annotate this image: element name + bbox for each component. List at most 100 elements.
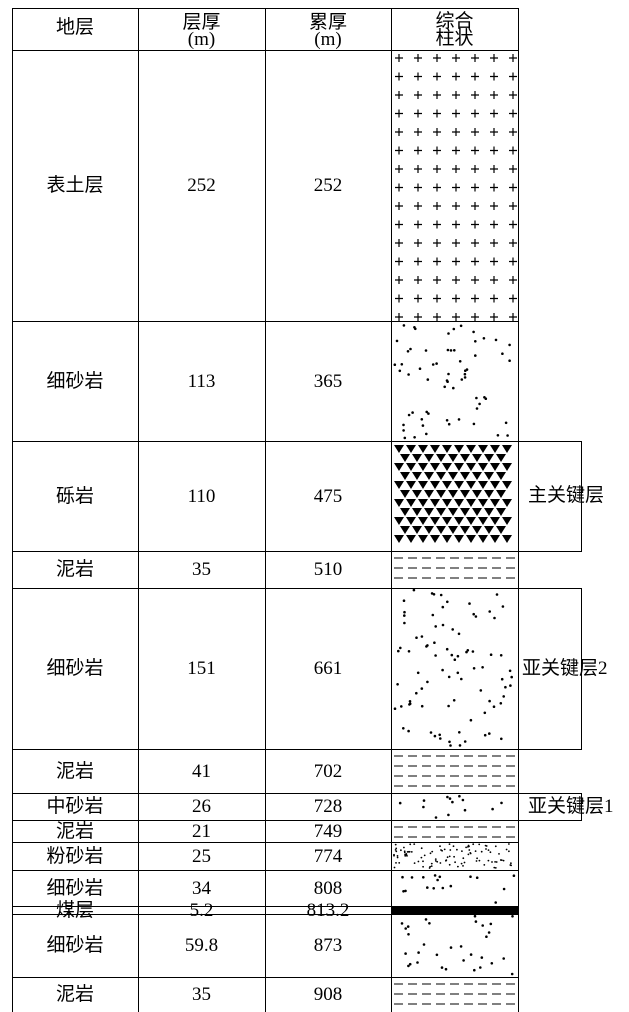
sand-dot	[475, 876, 479, 879]
sand-dot	[456, 671, 460, 675]
column-divider	[138, 8, 139, 1012]
cross-symbol	[452, 294, 460, 303]
sand-dot	[426, 378, 430, 381]
cross-symbol	[433, 165, 441, 173]
sand-dot	[429, 731, 433, 734]
sand-dot	[452, 386, 455, 390]
sand-dot	[446, 348, 450, 352]
cross-symbol	[509, 109, 517, 118]
sand-dot	[488, 699, 491, 703]
sand-dot	[496, 434, 500, 437]
cross-symbol	[395, 257, 403, 266]
layer-cumulative: 808	[313, 877, 343, 899]
sand-dot	[448, 855, 451, 858]
sand-dot	[422, 876, 425, 879]
conglomerate-triangle	[478, 463, 488, 471]
cross-symbol	[433, 294, 441, 303]
cross-symbol	[395, 128, 403, 136]
sand-dot	[472, 667, 476, 670]
sand-dot	[476, 857, 478, 860]
conglomerate-triangle	[406, 535, 416, 543]
sand-dot	[469, 953, 473, 956]
layer-cumulative: 774	[313, 845, 343, 867]
column-divider	[518, 8, 519, 1012]
sand-dot	[469, 852, 472, 855]
sand-dot	[462, 857, 465, 860]
sand-dot	[459, 324, 463, 328]
row-divider	[12, 842, 519, 843]
sand-dot	[447, 704, 450, 708]
conglomerate-triangle	[430, 481, 440, 489]
sand-dot	[483, 733, 487, 737]
cross-symbol	[471, 146, 479, 155]
cross-symbol	[395, 165, 403, 173]
sand-dot	[491, 861, 493, 863]
sand-dot	[403, 851, 406, 854]
sand-dot	[479, 689, 483, 692]
sand-dot	[493, 866, 496, 869]
sand-dot	[408, 962, 412, 966]
row-divider	[12, 551, 519, 552]
layer-cumulative: 475	[313, 485, 343, 507]
conglomerate-triangle	[502, 517, 512, 525]
cross-symbol	[490, 257, 498, 266]
cross-symbol	[509, 276, 517, 284]
sand-dot	[433, 874, 437, 877]
sand-dot	[425, 410, 429, 414]
sand-dot	[456, 848, 458, 851]
table-top-border	[12, 8, 519, 9]
sand-dot	[422, 805, 425, 809]
conglomerate-triangle	[460, 490, 470, 498]
conglomerate-triangle	[466, 463, 476, 471]
sand-dot	[433, 734, 437, 738]
layer-cumulative: 252	[313, 175, 343, 196]
sand-dot	[420, 704, 424, 708]
conglomerate-triangle	[406, 499, 416, 507]
conglomerate-triangle	[424, 508, 434, 516]
sand-dot	[443, 385, 447, 389]
cross-symbol	[433, 128, 441, 136]
cross-symbol	[395, 294, 403, 303]
cross-symbol	[414, 183, 422, 192]
sand-dot	[393, 363, 397, 367]
sand-dot	[428, 922, 431, 925]
conglomerate-triangle	[424, 490, 434, 498]
sand-dot	[418, 367, 422, 371]
sand-dot	[441, 623, 445, 627]
sand-dot	[413, 436, 416, 439]
sand-dot	[452, 327, 456, 331]
sand-dot	[489, 922, 493, 926]
conglomerate-triangle	[484, 472, 494, 480]
sand-dot	[461, 798, 465, 802]
conglomerate-triangle	[448, 490, 458, 498]
sand-dot	[432, 887, 436, 890]
sand-dot	[462, 865, 464, 867]
header-stratum-label: 地层	[55, 17, 94, 38]
sand-dot	[472, 612, 476, 616]
sand-dot	[444, 967, 448, 971]
sand-dot	[409, 347, 412, 351]
sand-dot	[435, 362, 438, 365]
sand-dot	[396, 855, 399, 857]
cross-symbol	[509, 165, 517, 173]
conglomerate-triangle	[496, 472, 506, 480]
sand-dot	[424, 349, 428, 352]
sand-dot	[407, 413, 411, 417]
sand-dot	[406, 925, 410, 928]
cross-symbol	[414, 202, 422, 210]
cross-symbol	[490, 313, 498, 321]
cross-symbol	[471, 257, 479, 266]
sand-dot	[413, 843, 416, 845]
sand-dot	[458, 794, 461, 798]
sand-dot	[435, 953, 439, 957]
header-thickness: 层厚 (m)	[138, 13, 265, 49]
conglomerate-triangle	[496, 454, 506, 462]
sand-dot	[441, 605, 445, 609]
cross-symbol	[452, 165, 460, 173]
cross-symbol	[509, 239, 517, 247]
sand-dot	[508, 343, 511, 347]
sand-dot	[427, 412, 430, 415]
layer-thickness: 25	[192, 845, 211, 867]
cross-symbol	[433, 109, 441, 118]
sand-dot	[502, 695, 506, 698]
